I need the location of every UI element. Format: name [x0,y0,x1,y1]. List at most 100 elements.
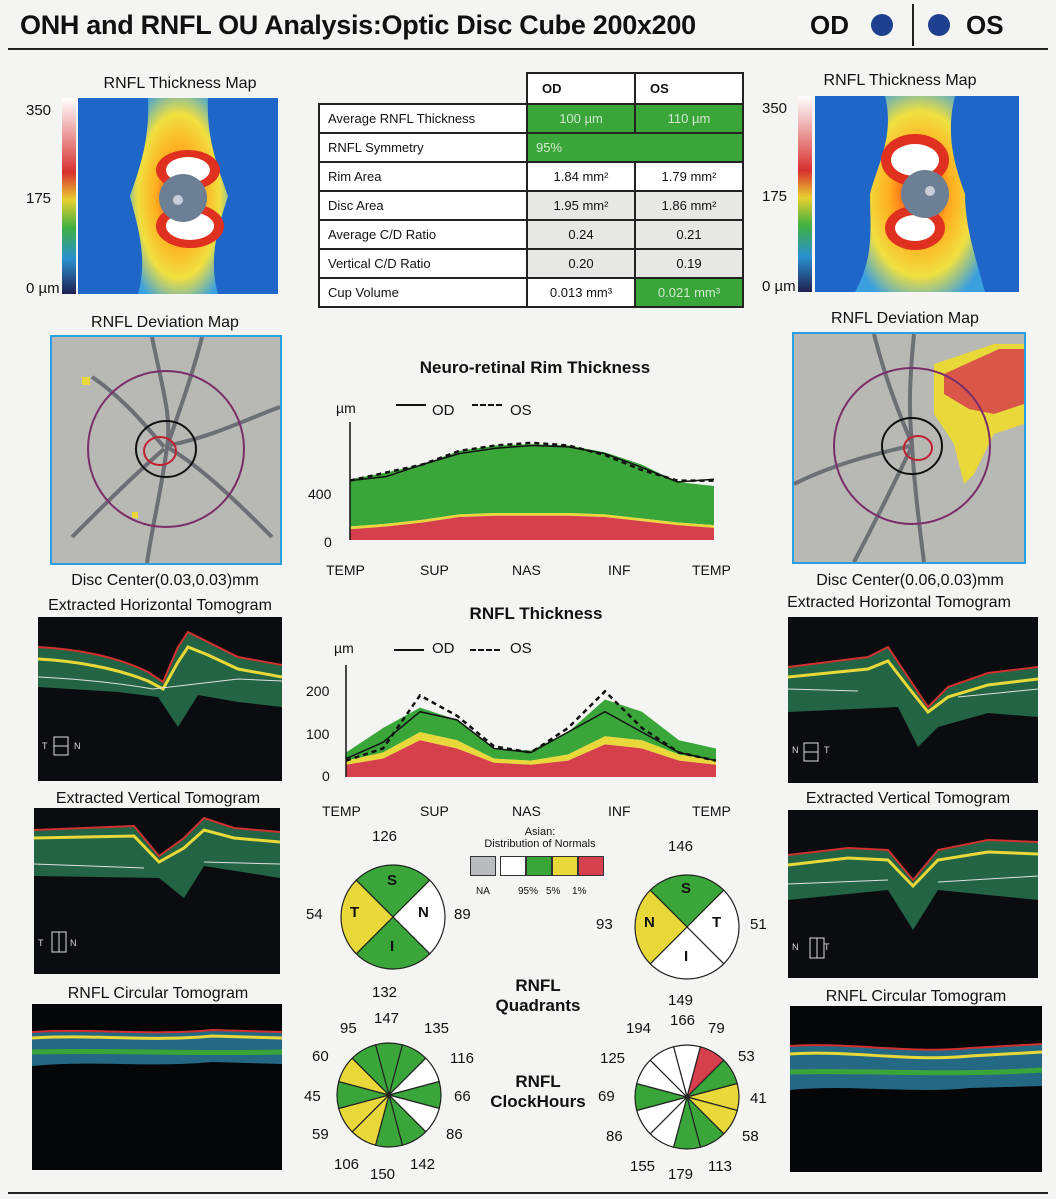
row-os-value: 1.86 mm² [634,190,744,221]
rnfl-x-label: NAS [512,803,541,819]
os-clock-value: 179 [668,1166,694,1183]
os-quad-t-letter: T [712,914,722,931]
row-span-value: 95% [526,132,744,163]
row-label: RNFL Symmetry [318,132,528,163]
rim-chart-svg [349,422,715,540]
clockhours-label-1: RNFL [515,1072,561,1091]
report-title: ONH and RNFL OU Analysis:Optic Disc Cube… [20,10,696,40]
row-od-value: 1.95 mm² [526,190,636,221]
rnfl-legend-os-line [470,649,500,651]
row-od-value: 100 µm [526,103,636,134]
legend-label-95: 95% [518,886,539,897]
od-clock-value: 135 [424,1020,450,1037]
table-row: Rim Area 1.84 mm² 1.79 mm² [318,161,744,192]
os-horiz-tomogram [788,617,1038,783]
normals-legend-swatches [470,856,604,880]
rnfl-series-os [345,689,717,762]
clockhours-label-2: ClockHours [490,1092,586,1111]
os-dot-icon [928,14,950,36]
od-quad-i-value: 132 [372,984,398,1001]
row-os-value: 110 µm [634,103,744,134]
od-clock-sector-12 [351,1044,391,1098]
row-os-value: 0.21 [634,219,744,250]
od-quadrant-sector-t [340,879,394,955]
row-os-value: 1.79 mm² [634,161,744,192]
row-od-value: 1.84 mm² [526,161,636,192]
rnfl-normal-band-red [346,740,716,777]
rim-x-label: NAS [512,562,541,578]
rim-y-tick: 400 [308,486,332,502]
os-clock-value: 53 [738,1048,755,1065]
os-clock-sector-12 [649,1046,689,1100]
legend-swatch-white [500,856,526,876]
od-clockhours-chart [334,1040,444,1150]
clockhours-label: RNFL ClockHours [478,1072,598,1112]
row-od-value: 0.24 [526,219,636,250]
os-clock-value: 125 [600,1050,626,1067]
rim-legend-os-line [472,404,502,406]
od-disc-center: Disc Center(0.03,0.03)mm [71,572,259,589]
legend-swatch-red [578,856,604,876]
rnfl-y-tick: 100 [306,726,330,742]
legend-swatch-green [526,856,552,876]
os-scale-max: 350 [762,100,788,117]
os-thickness-map-title: RNFL Thickness Map [823,72,977,89]
legend-label-1: 1% [572,886,587,897]
od-quad-t-value: 54 [306,906,323,923]
rim-y-tick: 0 [324,534,332,550]
od-vert-tag-right: N [70,938,77,948]
normals-legend-title-1: Asian: [524,826,556,838]
od-vert-tomo-title: Extracted Vertical Tomogram [55,790,261,807]
od-quadrant-sector-n [392,879,446,955]
row-label: Average C/D Ratio [318,219,528,250]
rim-x-label: TEMP [326,562,365,578]
rnfl-x-label: TEMP [692,803,731,819]
od-quad-t-letter: T [350,904,360,921]
rnfl-normal-band-green [346,699,716,761]
os-thickness-map [815,96,1019,292]
row-label: Cup Volume [318,277,528,308]
os-clock-value: 69 [598,1088,615,1105]
table-row: Disc Area 1.95 mm² 1.86 mm² [318,190,744,221]
os-scale-min: 0 µm [762,278,796,295]
legend-swatch-yellow [552,856,578,876]
od-deviation-map [50,335,282,565]
rnfl-y-tick: 0 [322,768,330,784]
rim-unit: µm [336,400,356,416]
od-clock-value: 106 [334,1156,360,1173]
rnfl-x-label: SUP [420,803,449,819]
row-label: Disc Area [318,190,528,221]
row-os-value: 0.021 mm³ [634,277,744,308]
os-horiz-tag-right: T [824,745,830,755]
rnfl-x-label: TEMP [322,803,361,819]
os-clock-value: 79 [708,1020,725,1037]
rnfl-legend-od: OD [432,640,455,657]
od-clock-value: 150 [370,1166,396,1183]
normals-legend-title-2: Distribution of Normals [484,838,596,850]
rim-chart-title: Neuro-retinal Rim Thickness [419,358,651,377]
rnfl-y-tick: 200 [306,683,330,699]
os-clockhours-chart [632,1042,742,1152]
od-clock-value: 45 [304,1088,321,1105]
od-quad-s-value: 126 [372,828,398,845]
table-row: Cup Volume 0.013 mm³ 0.021 mm³ [318,277,744,308]
os-quad-n-letter: N [644,914,655,931]
normals-legend-title: Asian: Distribution of Normals [470,826,610,850]
od-horiz-tomo-title: Extracted Horizontal Tomogram [48,597,272,614]
os-color-scale [798,96,812,292]
rim-legend-od: OD [432,402,455,419]
os-scale-mid: 175 [762,188,788,205]
od-circ-tomo-title: RNFL Circular Tomogram [67,985,249,1002]
od-horiz-tomogram [38,617,282,781]
od-vert-tag-left: T [38,938,44,948]
legend-label-5: 5% [546,886,561,897]
os-quad-i-value: 149 [668,992,694,1009]
od-clockhours-svg [336,1042,442,1148]
os-quad-i-letter: I [684,948,689,965]
quadrants-label-1: RNFL [515,976,561,995]
table-row: Vertical C/D Ratio 0.20 0.19 [318,248,744,279]
table-row: RNFL Symmetry 95% [318,132,744,163]
od-quad-n-letter: N [418,904,429,921]
od-clock-value: 116 [450,1050,474,1067]
header-divider [912,4,914,46]
